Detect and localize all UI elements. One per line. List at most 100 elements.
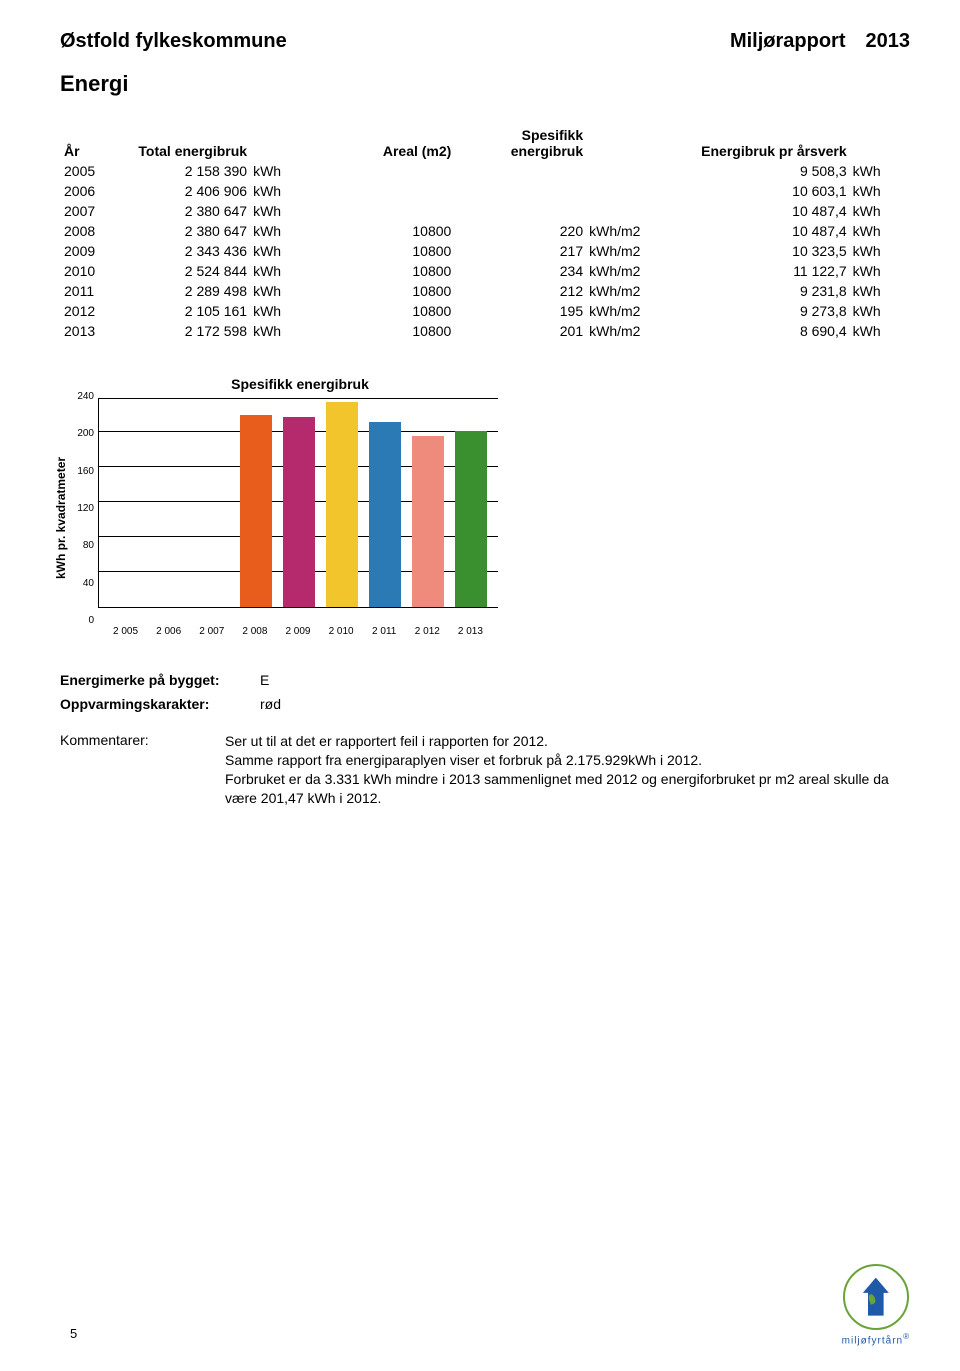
cell-year: 2013 [60, 321, 126, 341]
cell-pr-unit: kWh [851, 241, 910, 261]
cell-pr-unit: kWh [851, 181, 910, 201]
cell-spes-unit: kWh/m2 [587, 261, 679, 281]
cell-pr-unit: kWh [851, 261, 910, 281]
cell-total-unit: kWh [251, 201, 310, 221]
cell-total-unit: kWh [251, 301, 310, 321]
cell-total-unit: kWh [251, 261, 310, 281]
x-tick-label: 2 011 [368, 626, 400, 637]
chart-bar [455, 431, 487, 607]
cell-spes-unit: kWh/m2 [587, 241, 679, 261]
table-row: 20082 380 647kWh10800220kWh/m210 487,4kW… [60, 221, 910, 241]
x-tick-label: 2 005 [110, 626, 142, 637]
cell-pr-unit: kWh [851, 221, 910, 241]
table-row: 20072 380 647kWh10 487,4kWh [60, 201, 910, 221]
cell-pr-unit: kWh [851, 301, 910, 321]
cell-spes-unit: kWh/m2 [587, 221, 679, 241]
table-row: 20122 105 161kWh10800195kWh/m29 273,8kWh [60, 301, 910, 321]
logo-icon [843, 1264, 909, 1330]
th-year: År [60, 125, 126, 161]
cell-pr: 9 231,8 [679, 281, 850, 301]
x-tick-label: 2 009 [282, 626, 314, 637]
chart-x-ticks: 2 0052 0062 0072 0082 0092 0102 0112 012… [98, 622, 498, 637]
cell-spes-unit [587, 181, 679, 201]
cell-pr: 10 603,1 [679, 181, 850, 201]
table-row: 20092 343 436kWh10800217kWh/m210 323,5kW… [60, 241, 910, 261]
cell-spes-unit: kWh/m2 [587, 301, 679, 321]
cell-total-unit: kWh [251, 281, 310, 301]
cell-spes [455, 181, 587, 201]
cell-pr: 10 487,4 [679, 201, 850, 221]
cell-pr: 10 487,4 [679, 221, 850, 241]
comment-text: Ser ut til at det er rapportert feil i r… [225, 732, 910, 808]
cell-pr-unit: kWh [851, 281, 910, 301]
cell-year: 2010 [60, 261, 126, 281]
cell-total-unit: kWh [251, 321, 310, 341]
report-title: Miljørapport [730, 30, 846, 53]
cell-pr: 8 690,4 [679, 321, 850, 341]
cell-spes: 234 [455, 261, 587, 281]
th-areal: Areal (m2) [310, 125, 455, 161]
cell-areal [310, 181, 455, 201]
chart-bar [240, 415, 272, 608]
cell-total-unit: kWh [251, 161, 310, 181]
cell-total: 2 524 844 [126, 261, 251, 281]
cell-total-unit: kWh [251, 221, 310, 241]
logo-text: miljøfyrtårn® [842, 1332, 910, 1346]
cell-spes-unit: kWh/m2 [587, 321, 679, 341]
cell-spes-unit [587, 161, 679, 181]
energy-table: År Total energibruk Areal (m2) Spesifikk… [60, 125, 910, 341]
cell-spes: 217 [455, 241, 587, 261]
cell-areal: 10800 [310, 221, 455, 241]
cell-areal: 10800 [310, 261, 455, 281]
report-year: 2013 [866, 30, 911, 53]
cell-pr-unit: kWh [851, 321, 910, 341]
page-header: Østfold fylkeskommune Miljørapport 2013 [60, 30, 910, 53]
page-number: 5 [70, 1326, 77, 1341]
chart-plot [98, 398, 498, 608]
chart-y-ticks: 04080120160200240 [72, 392, 98, 616]
chart-container: Spesifikk energibruk kWh pr. kvadratmete… [50, 376, 910, 637]
energimerke-value: E [260, 672, 269, 688]
cell-areal [310, 161, 455, 181]
table-row: 20112 289 498kWh10800212kWh/m29 231,8kWh [60, 281, 910, 301]
cell-spes: 201 [455, 321, 587, 341]
cell-pr: 9 508,3 [679, 161, 850, 181]
energimerke-label: Energimerke på bygget: [60, 672, 260, 688]
oppvarming-value: rød [260, 696, 281, 712]
cell-year: 2009 [60, 241, 126, 261]
cell-pr: 11 122,7 [679, 261, 850, 281]
table-row: 20132 172 598kWh10800201kWh/m28 690,4kWh [60, 321, 910, 341]
chart-title: Spesifikk energibruk [85, 376, 515, 392]
x-tick-label: 2 010 [325, 626, 357, 637]
table-row: 20102 524 844kWh10800234kWh/m211 122,7kW… [60, 261, 910, 281]
chart-bar [326, 402, 358, 607]
cell-spes: 195 [455, 301, 587, 321]
meta-block: Energimerke på bygget: E Oppvarmingskara… [60, 672, 910, 712]
cell-year: 2007 [60, 201, 126, 221]
x-tick-label: 2 007 [196, 626, 228, 637]
oppvarming-label: Oppvarmingskarakter: [60, 696, 260, 712]
comment-block: Kommentarer: Ser ut til at det er rappor… [60, 732, 910, 808]
cell-spes [455, 201, 587, 221]
cell-total-unit: kWh [251, 241, 310, 261]
cell-year: 2012 [60, 301, 126, 321]
x-tick-label: 2 006 [153, 626, 185, 637]
cell-pr-unit: kWh [851, 161, 910, 181]
cell-spes: 212 [455, 281, 587, 301]
cell-spes-unit: kWh/m2 [587, 281, 679, 301]
cell-total: 2 105 161 [126, 301, 251, 321]
section-title: Energi [60, 71, 910, 97]
th-spes: Spesifikk energibruk [455, 125, 587, 161]
cell-pr-unit: kWh [851, 201, 910, 221]
cell-areal: 10800 [310, 301, 455, 321]
cell-spes [455, 161, 587, 181]
chart-bar [412, 436, 444, 607]
cell-year: 2011 [60, 281, 126, 301]
cell-total: 2 289 498 [126, 281, 251, 301]
x-tick-label: 2 012 [411, 626, 443, 637]
comment-label: Kommentarer: [60, 732, 225, 808]
cell-pr: 9 273,8 [679, 301, 850, 321]
cell-year: 2006 [60, 181, 126, 201]
logo: miljøfyrtårn® [842, 1264, 910, 1346]
cell-total-unit: kWh [251, 181, 310, 201]
